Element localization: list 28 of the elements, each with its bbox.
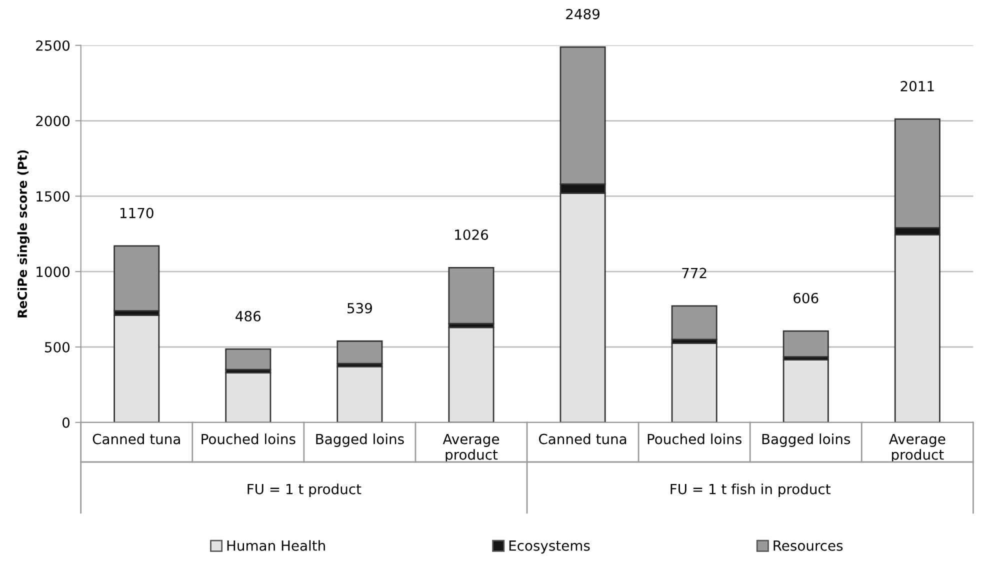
y-axis-title: ReCiPe single score (Pt) [17, 150, 30, 318]
y-tick-label: 2500 [36, 40, 70, 51]
x-tick-label: Average product [889, 434, 946, 463]
y-tick-label: 500 [44, 342, 70, 352]
x-tick-label: Pouched loins [202, 434, 296, 444]
total-label: 772 [682, 268, 706, 278]
total-label: 606 [794, 292, 818, 304]
total-label: 1170 [120, 208, 154, 218]
text: FU = 1 t fish in product [670, 484, 830, 498]
total-label: 539 [348, 302, 372, 314]
legend-label: Resources [774, 540, 843, 551]
total-label: 486 [236, 310, 261, 322]
x-tick-label: Average product [442, 434, 500, 463]
legend-label: Ecosystems [509, 540, 590, 554]
x-tick-label: Pouched loins [648, 434, 742, 444]
legend-label: Human Health [227, 540, 325, 551]
y-tick-label: 1000 [36, 266, 70, 278]
y-tick-label: 1500 [36, 191, 70, 202]
x-tick-label: Bagged loins [316, 434, 404, 447]
y-tick-label: 0 [62, 417, 70, 428]
x-tick-label: Canned tuna [538, 434, 626, 444]
y-tick-label: 2000 [36, 116, 70, 126]
x-tick-label: Bagged loins [762, 434, 850, 447]
text: FU = 1 t product [248, 484, 362, 498]
total-label: 2011 [900, 80, 934, 92]
total-label: 1026 [455, 229, 488, 240]
x-tick-label: Canned tuna [92, 434, 180, 444]
total-label: 2489 [566, 8, 600, 20]
